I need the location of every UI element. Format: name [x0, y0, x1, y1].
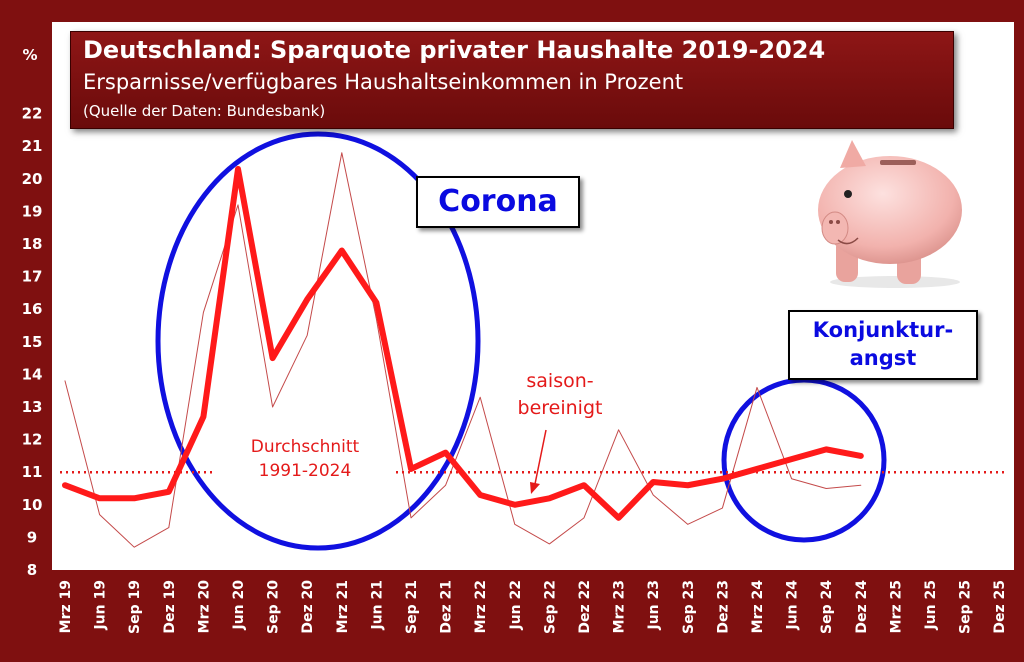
- y-tick-label: 19: [22, 202, 43, 220]
- x-tick-label: Mrz 24: [750, 580, 766, 634]
- average-annotation-line2: 1991-2024: [258, 461, 352, 481]
- piggy-bank-image: [818, 140, 962, 288]
- title-box: Deutschland: Sparquote privater Haushalt…: [70, 31, 954, 129]
- x-tick-labels: Mrz 19 Jun 19 Sep 19 Dez 19 Mrz 20 Jun 20 Sep …: [58, 580, 1008, 634]
- x-tick-label: Jun 23: [646, 580, 662, 631]
- x-tick-label: Sep 24: [819, 580, 835, 634]
- piggy-shadow: [830, 276, 960, 288]
- y-tick-label: 14: [22, 365, 43, 383]
- raw-series: [64, 152, 862, 548]
- konjunktur-callout-line1: Konjunktur-: [812, 318, 954, 342]
- piggy-eye: [844, 190, 852, 198]
- y-tick-label: 8: [27, 561, 37, 579]
- y-tick-label: 16: [22, 300, 43, 318]
- average-annotation-line1: Durchschnitt: [250, 437, 360, 457]
- x-tick-label: Dez 23: [715, 580, 731, 634]
- chart-title: Deutschland: Sparquote privater Haushalt…: [83, 36, 826, 64]
- x-tick-label: Jun 20: [231, 580, 247, 631]
- x-tick-label: Mrz 19: [58, 580, 74, 633]
- y-tick-label: 15: [22, 333, 43, 351]
- piggy-nostril-2: [836, 220, 840, 224]
- x-tick-label: Dez 22: [577, 580, 593, 634]
- x-tick-label: Dez 20: [300, 580, 316, 634]
- x-tick-label: Sep 21: [404, 580, 420, 634]
- seasonal-annotation-line2: bereinigt: [517, 397, 603, 419]
- x-tick-label: Jun 19: [93, 580, 109, 631]
- seasonal-annotation: saison- bereinigt: [495, 368, 625, 422]
- y-tick-label: 13: [22, 398, 43, 416]
- y-tick-label: 9: [27, 528, 37, 546]
- y-axis: %: [22, 46, 37, 64]
- konjunktur-ellipse: [721, 377, 887, 543]
- seasonal-annotation-line1: saison-: [526, 370, 594, 392]
- x-tick-label: Dez 25: [992, 580, 1008, 634]
- y-axis-unit-label: %: [22, 46, 37, 64]
- x-tick-label: Mrz 22: [473, 580, 489, 633]
- konjunktur-callout: Konjunktur- angst: [788, 310, 978, 380]
- x-tick-label: Mrz 21: [335, 580, 351, 633]
- y-tick-labels: 8 9 10 11 12 13 14 15 16 17 18 19 20 21 22: [22, 105, 43, 579]
- piggy-nostril-1: [829, 220, 833, 224]
- y-tick-label: 17: [22, 268, 43, 286]
- y-tick-label: 12: [22, 431, 43, 449]
- chart-source: (Quelle der Daten: Bundesbank): [83, 102, 326, 120]
- average-annotation: Durchschnitt 1991-2024: [215, 435, 395, 483]
- konjunktur-callout-line2: angst: [849, 346, 917, 370]
- adjusted-series: [62, 166, 864, 521]
- x-tick-label: Sep 23: [681, 580, 697, 634]
- x-tick-label: Sep 20: [266, 580, 282, 634]
- y-tick-label: 10: [22, 496, 43, 514]
- y-tick-label: 22: [22, 105, 43, 123]
- x-tick-label: Mrz 25: [888, 580, 904, 633]
- x-tick-label: Sep 22: [542, 580, 558, 634]
- seasonal-arrow-line: [534, 429, 547, 485]
- adjusted-series-line: [62, 166, 864, 521]
- x-tick-label: Sep 19: [127, 580, 143, 634]
- piggy-body: [818, 156, 962, 264]
- x-tick-label: Dez 19: [162, 580, 178, 634]
- piggy-snout: [821, 211, 849, 245]
- piggy-coin-slot: [880, 160, 916, 165]
- x-tick-label: Jun 22: [508, 580, 524, 631]
- x-tick-label: Mrz 20: [196, 580, 212, 634]
- x-tick-label: Jun 21: [369, 580, 385, 631]
- piggy-smile: [837, 237, 859, 245]
- corona-ellipse: [155, 131, 481, 551]
- x-tick-label: Sep 25: [958, 580, 974, 634]
- x-tick-label: Dez 24: [854, 580, 870, 634]
- chart-subtitle: Ersparnisse/verfügbares Haushaltseinkomm…: [83, 70, 684, 94]
- y-tick-label: 11: [22, 463, 43, 481]
- seasonal-arrow-head: [530, 482, 540, 494]
- x-tick-label: Mrz 23: [612, 580, 628, 633]
- x-tick-label: Jun 24: [785, 580, 801, 631]
- corona-callout: Corona: [416, 176, 580, 228]
- y-tick-label: 20: [22, 170, 43, 188]
- y-tick-label: 18: [22, 235, 43, 253]
- raw-series-line: [64, 152, 862, 548]
- highlight-ellipses: [155, 131, 887, 551]
- seasonal-arrow: [530, 429, 547, 494]
- y-tick-label: 21: [22, 137, 43, 155]
- x-tick-label: Dez 21: [439, 580, 455, 634]
- piggy-ear: [840, 140, 866, 168]
- x-tick-label: Jun 25: [923, 580, 939, 631]
